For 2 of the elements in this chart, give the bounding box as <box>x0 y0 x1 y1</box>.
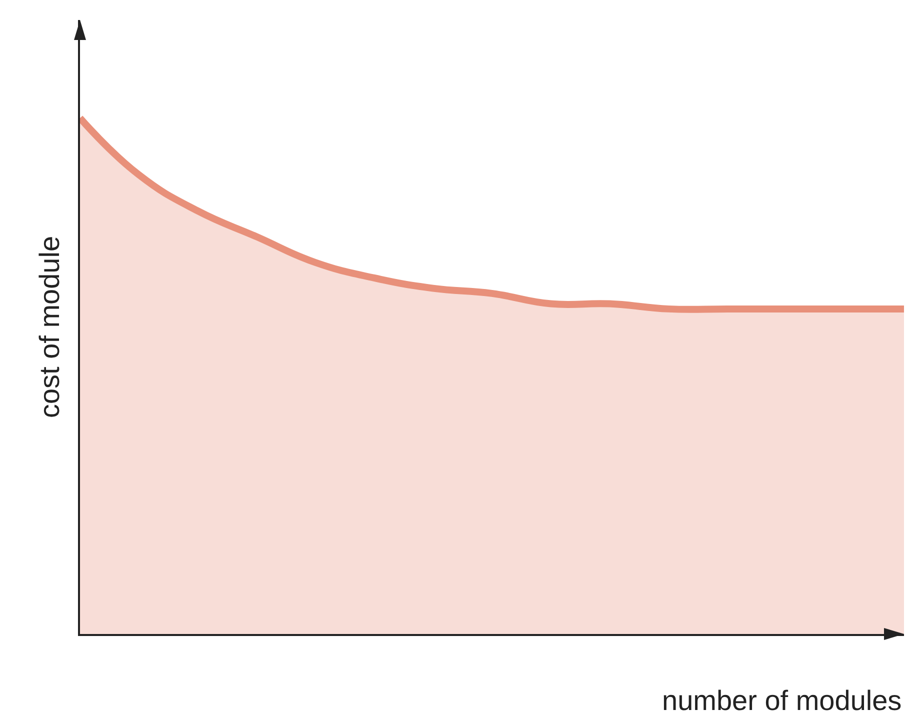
y-axis-title: cost of module <box>34 236 66 418</box>
x-axis-title: number of modules <box>662 685 902 716</box>
